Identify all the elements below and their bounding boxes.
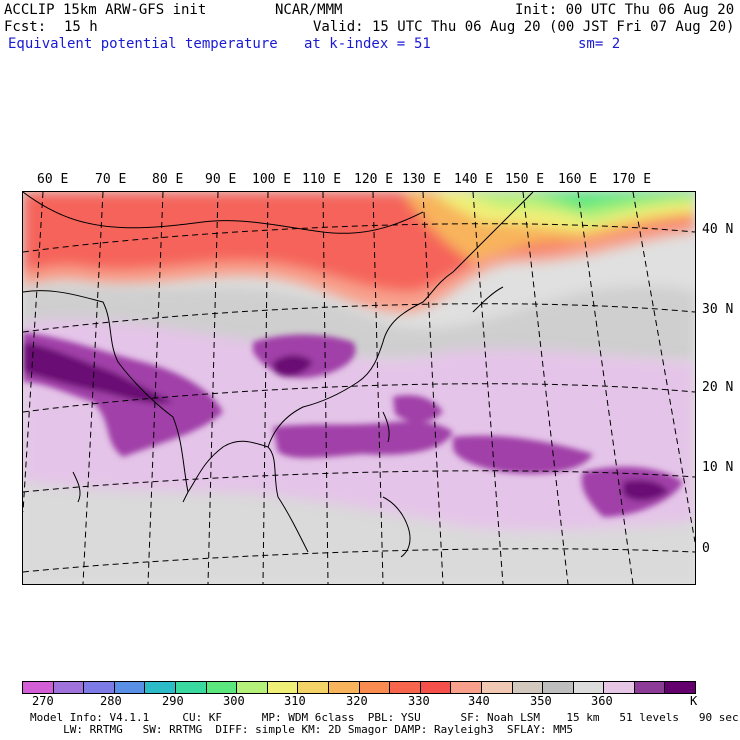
lon-label: 120 E <box>354 172 394 187</box>
lon-label: 130 E <box>402 172 442 187</box>
center-title: NCAR/MMM <box>275 2 343 18</box>
colorbar-swatch <box>512 682 544 693</box>
lon-label: 150 E <box>505 172 545 187</box>
map-panel <box>22 191 696 585</box>
lon-label: 170 E <box>612 172 652 187</box>
colorbar-swatch <box>237 682 268 693</box>
level-value: 51 <box>414 36 431 52</box>
lon-label: 110 E <box>302 172 342 187</box>
lon-label: 140 E <box>454 172 494 187</box>
colorbar-unit: K <box>690 694 698 708</box>
colorbar-swatch <box>206 682 238 693</box>
colorbar-tick: 320 <box>346 694 368 708</box>
lon-label: 70 E <box>95 172 127 187</box>
valid-time: Valid: 15 UTC Thu 06 Aug 20 (00 JST Fri … <box>313 19 735 35</box>
colorbar-swatch <box>328 682 360 693</box>
colorbar-swatch <box>481 682 513 693</box>
colorbar-swatch <box>634 682 666 693</box>
colorbar-swatch <box>390 682 421 693</box>
lon-label: 160 E <box>558 172 598 187</box>
model-info-line1: Model Info: V4.1.1 CU: KF MP: WDM 6class… <box>30 711 739 724</box>
lon-label: 60 E <box>37 172 69 187</box>
colorbar-tick: 350 <box>530 694 552 708</box>
colorbar-tick: 360 <box>591 694 613 708</box>
colorbar-tick: 300 <box>223 694 245 708</box>
lon-label: 100 E <box>252 172 292 187</box>
lat-label: 20 N <box>702 380 734 395</box>
lat-label: 30 N <box>702 302 734 317</box>
colorbar-swatch <box>359 682 391 693</box>
field-name: Equivalent potential temperature <box>8 36 278 52</box>
colorbar-swatch <box>573 682 605 693</box>
colorbar-swatch <box>451 682 482 693</box>
warm-band <box>23 192 695 313</box>
field-map <box>23 192 695 584</box>
colorbar-swatch <box>298 682 329 693</box>
colorbar-swatch <box>53 682 85 693</box>
high-theta-e-cores <box>23 332 683 517</box>
forecast-hour: 15 h <box>64 19 98 35</box>
colorbar-swatch <box>604 682 635 693</box>
level-label: at k-index = <box>304 36 406 52</box>
colorbar <box>22 681 696 694</box>
lat-label: 10 N <box>702 460 734 475</box>
colorbar-tick: 330 <box>408 694 430 708</box>
colorbar-swatch <box>145 682 176 693</box>
graticule <box>23 192 695 584</box>
model-info-line2: LW: RRTMG SW: RRTMG DIFF: simple KM: 2D … <box>30 723 574 736</box>
colorbar-swatch <box>84 682 115 693</box>
colorbar-swatch <box>665 682 696 693</box>
coastlines <box>23 192 534 558</box>
lon-label: 90 E <box>205 172 237 187</box>
init-time: Init: 00 UTC Thu 06 Aug 20 <box>515 2 735 18</box>
lat-label: 0 <box>702 541 710 556</box>
colorbar-swatch <box>23 682 54 693</box>
colorbar-swatch <box>420 682 452 693</box>
lat-label: 40 N <box>702 222 734 237</box>
colorbar-swatch <box>543 682 574 693</box>
colorbar-tick: 280 <box>100 694 122 708</box>
smoothing-label: sm= 2 <box>578 36 621 52</box>
lon-label: 80 E <box>152 172 184 187</box>
colorbar-swatch <box>175 682 207 693</box>
colorbar-swatch <box>114 682 146 693</box>
colorbar-tick: 340 <box>468 694 490 708</box>
colorbar-tick: 290 <box>162 694 184 708</box>
colorbar-tick: 270 <box>32 694 54 708</box>
model-title: ACCLIP 15km ARW-GFS init <box>4 2 207 18</box>
forecast-label: Fcst: <box>4 19 47 35</box>
colorbar-swatch <box>267 682 299 693</box>
colorbar-tick: 310 <box>284 694 306 708</box>
